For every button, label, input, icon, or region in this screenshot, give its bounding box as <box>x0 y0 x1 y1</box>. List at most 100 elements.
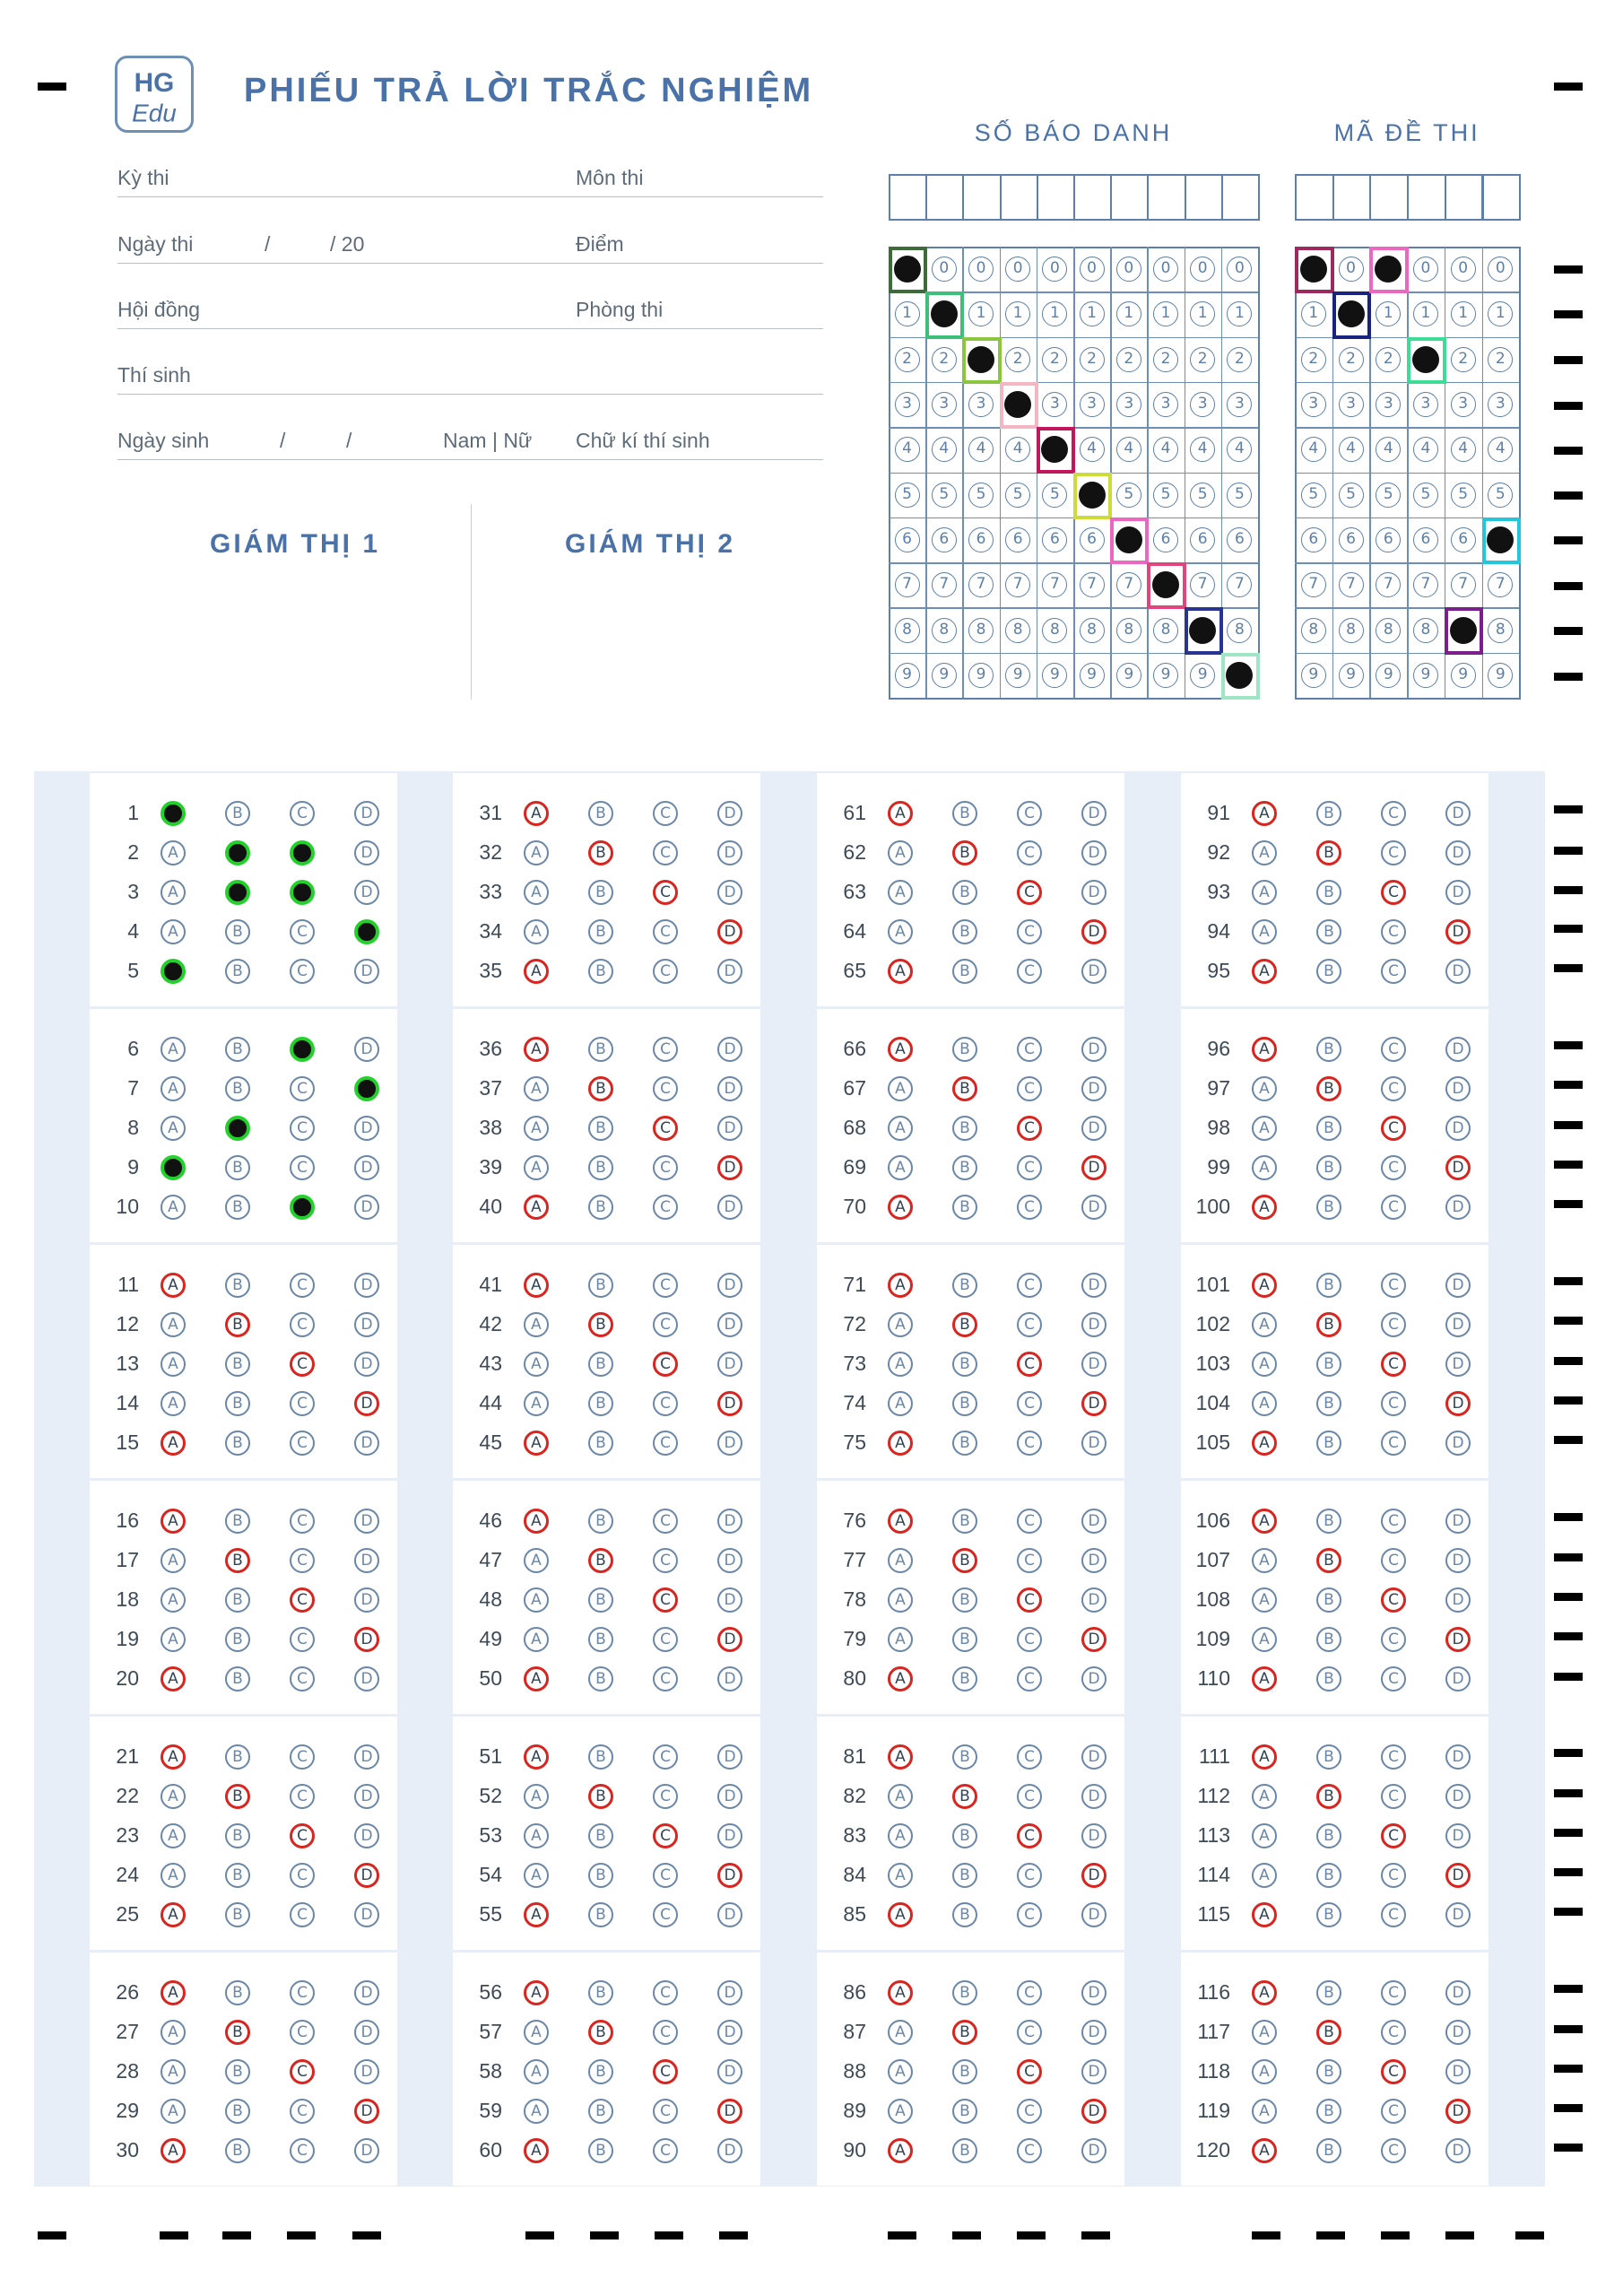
candidate_id-digit-bubble[interactable]: 5 <box>931 482 957 508</box>
answer-bubble-c[interactable]: C <box>1017 2099 1042 2124</box>
answer-bubble-a[interactable]: A <box>161 1627 186 1652</box>
answer-bubble-a[interactable]: A <box>1252 1902 1277 1927</box>
answer-bubble-b[interactable]: B <box>952 1666 977 1692</box>
answer-bubble-c[interactable]: C <box>1017 1666 1042 1692</box>
exam_code-digit-bubble[interactable]: 9 <box>1488 662 1514 688</box>
candidate_id-digit-bubble[interactable]: 0 <box>1042 257 1068 283</box>
answer-bubble-d[interactable]: D <box>717 1352 742 1377</box>
answer-bubble-d[interactable]: D <box>717 1037 742 1062</box>
answer-bubble-d[interactable]: D <box>717 1076 742 1101</box>
answer-bubble-c[interactable]: C <box>653 1666 678 1692</box>
answer-bubble-a[interactable]: A <box>1252 1980 1277 2005</box>
answer-bubble-b[interactable]: B <box>952 1431 977 1456</box>
answer-bubble-b[interactable]: B <box>952 1352 977 1377</box>
candidate_id-digit-bubble[interactable]: 0 <box>968 257 994 283</box>
answer-bubble-c[interactable]: C <box>1017 1155 1042 1180</box>
exam_code-filled-digit[interactable] <box>1299 256 1327 283</box>
answer-bubble-c[interactable]: C <box>653 1863 678 1888</box>
answer-bubble-d[interactable]: D <box>354 1431 379 1456</box>
exam_code-digit-bubble[interactable]: 8 <box>1338 617 1364 643</box>
candidate_id-digit-bubble[interactable]: 4 <box>968 437 994 463</box>
answer-bubble-c[interactable]: C <box>1017 1823 1042 1848</box>
exam_code-digit-bubble[interactable]: 9 <box>1412 662 1438 688</box>
answer-bubble-b[interactable]: B <box>952 1823 977 1848</box>
candidate_id-digit-bubble[interactable]: 2 <box>1153 346 1178 372</box>
candidate_id-digit-bubble[interactable]: 4 <box>1005 437 1031 463</box>
candidate_id-digit-bubble[interactable]: 4 <box>1115 437 1141 463</box>
answer-bubble-d[interactable]: D <box>717 2059 742 2084</box>
answer-bubble-d[interactable]: D <box>717 880 742 905</box>
answer-bubble-c[interactable]: C <box>1017 1431 1042 1456</box>
candidate_id-filled-digit[interactable] <box>1041 436 1069 464</box>
answer-bubble-c[interactable]: C <box>1381 1863 1406 1888</box>
candidate_id-digit-bubble[interactable]: 0 <box>1005 257 1031 283</box>
answer-bubble-a[interactable]: A <box>161 1587 186 1613</box>
candidate_id-digit-bubble[interactable]: 7 <box>1115 572 1141 598</box>
answer-bubble-d[interactable]: D <box>717 1666 742 1692</box>
candidate_id-digit-bubble[interactable]: 5 <box>1227 482 1253 508</box>
answer-bubble-a[interactable]: A <box>888 919 913 944</box>
answer-bubble-d[interactable]: D <box>1445 1823 1471 1848</box>
answer-bubble-b[interactable]: B <box>1316 1195 1341 1220</box>
answer-bubble-a[interactable]: A <box>1252 2099 1277 2124</box>
answer-bubble-a[interactable]: A <box>888 2020 913 2045</box>
candidate_id-entry-box[interactable] <box>999 174 1038 221</box>
answer-bubble-a[interactable]: A <box>888 1587 913 1613</box>
exam_code-entry-box[interactable] <box>1481 174 1522 221</box>
answer-bubble-c[interactable]: C <box>1381 1431 1406 1456</box>
answer-bubble-c[interactable]: C <box>290 1116 315 1141</box>
answer-bubble-d[interactable]: D <box>1445 880 1471 905</box>
answer-bubble-b[interactable]: B <box>1316 801 1341 826</box>
answer-bubble-a[interactable]: A <box>524 1116 549 1141</box>
answer-bubble-a[interactable]: A <box>161 1863 186 1888</box>
answer-bubble-c[interactable]: C <box>290 1902 315 1927</box>
answer-bubble-d[interactable]: D <box>1445 1744 1471 1770</box>
answer-bubble-c[interactable]: C <box>653 1980 678 2005</box>
answer-bubble-c[interactable]: C <box>290 1548 315 1573</box>
answer-bubble-c[interactable]: C <box>290 1352 315 1377</box>
answer-bubble-d[interactable]: D <box>354 1627 379 1652</box>
candidate_id-filled-digit[interactable] <box>968 345 994 373</box>
answer-bubble-a[interactable]: A <box>161 1273 186 1298</box>
answer-bubble-b[interactable]: B <box>1316 1587 1341 1613</box>
answer-bubble-c[interactable]: C <box>1017 1980 1042 2005</box>
candidate_id-digit-bubble[interactable]: 8 <box>968 617 994 643</box>
answer-bubble-a[interactable]: A <box>161 2099 186 2124</box>
answer-bubble-b[interactable]: B <box>588 801 613 826</box>
candidate_id-digit-bubble[interactable]: 8 <box>1042 617 1068 643</box>
candidate_id-digit-bubble[interactable]: 9 <box>1042 662 1068 688</box>
candidate_id-digit-bubble[interactable]: 1 <box>1153 301 1178 327</box>
answer-bubble-c[interactable]: C <box>290 880 315 905</box>
answer-bubble-a[interactable]: A <box>1252 1744 1277 1770</box>
answer-bubble-b[interactable]: B <box>952 1509 977 1534</box>
candidate_id-digit-bubble[interactable]: 6 <box>1079 526 1105 552</box>
answer-bubble-b[interactable]: B <box>225 1548 250 1573</box>
answer-bubble-b[interactable]: B <box>1316 1863 1341 1888</box>
answer-bubble-a[interactable]: A <box>888 2138 913 2163</box>
answer-bubble-d[interactable]: D <box>1081 1902 1107 1927</box>
answer-bubble-b[interactable]: B <box>952 2138 977 2163</box>
exam_code-digit-bubble[interactable]: 7 <box>1412 572 1438 598</box>
answer-bubble-c[interactable]: C <box>1017 1391 1042 1416</box>
answer-bubble-a[interactable]: A <box>1252 1195 1277 1220</box>
answer-bubble-a[interactable]: A <box>524 1980 549 2005</box>
answer-bubble-a[interactable]: A <box>524 2138 549 2163</box>
answer-bubble-a[interactable]: A <box>524 1823 549 1848</box>
candidate_id-digit-bubble[interactable]: 4 <box>1079 437 1105 463</box>
answer-bubble-b[interactable]: B <box>225 1627 250 1652</box>
answer-bubble-d[interactable]: D <box>717 1627 742 1652</box>
candidate_id-digit-bubble[interactable]: 1 <box>1042 301 1068 327</box>
answer-bubble-d[interactable]: D <box>1445 1431 1471 1456</box>
candidate_id-digit-bubble[interactable]: 3 <box>1227 392 1253 418</box>
answer-bubble-a[interactable]: A <box>524 1784 549 1809</box>
answer-bubble-c[interactable]: C <box>653 1155 678 1180</box>
answer-bubble-a[interactable]: A <box>524 2020 549 2045</box>
answer-bubble-a[interactable]: A <box>888 1155 913 1180</box>
answer-bubble-a[interactable]: A <box>1252 2138 1277 2163</box>
answer-bubble-a[interactable]: A <box>524 1273 549 1298</box>
answer-bubble-c[interactable]: C <box>1017 1784 1042 1809</box>
answer-bubble-a[interactable]: A <box>161 1666 186 1692</box>
candidate_id-digit-bubble[interactable]: 2 <box>1079 346 1105 372</box>
answer-bubble-b[interactable]: B <box>952 1076 977 1101</box>
answer-bubble-d[interactable]: D <box>1081 1352 1107 1377</box>
